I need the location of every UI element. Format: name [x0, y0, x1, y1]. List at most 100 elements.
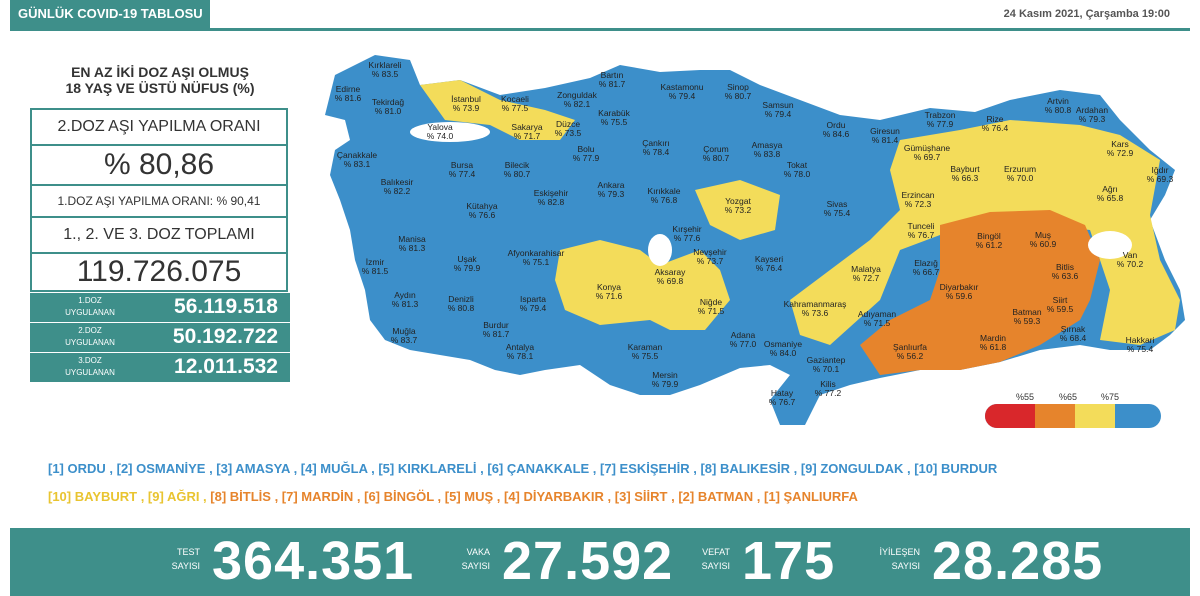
province-name: Kırklareli: [368, 60, 401, 70]
province-value: % 70.1: [813, 364, 840, 374]
province-name: Şanlıurfa: [893, 342, 927, 352]
province-name: Kırıkkale: [647, 186, 680, 196]
ranking-orange: [8] BİTLİS , [7] MARDİN , [6] BİNGÖL , […: [210, 489, 858, 504]
stat-label: TEST SAYISI: [120, 545, 200, 573]
panel-title-line: 18 YAŞ VE ÜSTÜ NÜFUS (%): [65, 80, 255, 96]
province-name: Diyarbakır: [940, 282, 979, 292]
ranking-top: [1] ORDU , [2] OSMANİYE , [3] AMASYA , […: [48, 461, 998, 476]
dose-row-label-line: 2.DOZ: [78, 326, 102, 335]
province-name: Şırnak: [1061, 324, 1086, 334]
stat-label-line: SAYISI: [891, 561, 920, 571]
province-value: % 83.5: [372, 69, 399, 79]
province-value: % 66.7: [913, 267, 940, 277]
province-name: Trabzon: [925, 110, 956, 120]
province-value: % 80.8: [1045, 105, 1072, 115]
province-name: Yozgat: [725, 196, 751, 206]
lake-van: [1088, 231, 1132, 259]
province-name: Düzce: [556, 119, 580, 129]
dose-row-label: 1.DOZ UYGULANAN: [60, 295, 120, 319]
stat-label: VAKA SAYISI: [410, 545, 490, 573]
dose-row-label-line: UYGULANAN: [65, 338, 115, 347]
province-name: Kırşehir: [672, 224, 701, 234]
province-value: % 75.1: [523, 257, 550, 267]
province-value: % 77.9: [573, 153, 600, 163]
province-value: % 77.5: [502, 103, 529, 113]
region-yellow: [555, 240, 730, 330]
stat-value: 364.351: [212, 531, 415, 591]
province-name: Kars: [1111, 139, 1128, 149]
province-name: Burdur: [483, 320, 509, 330]
province-value: % 81.7: [483, 329, 510, 339]
second-dose-label: 2.DOZ AŞI YAPILMA ORANI: [30, 108, 288, 146]
province-name: Osmaniye: [764, 339, 803, 349]
province-name: Yalova: [427, 122, 453, 132]
province-value: % 76.7: [908, 230, 935, 240]
province-name: Amasya: [752, 140, 783, 150]
province-value: % 70.0: [1007, 173, 1034, 183]
panel-title: EN AZ İKİ DOZ AŞI OLMUŞ 18 YAŞ VE ÜSTÜ N…: [30, 64, 290, 96]
province-name: Zonguldak: [557, 90, 597, 100]
stat-label-line: TEST: [176, 547, 200, 557]
province-name: Çanakkale: [337, 150, 377, 160]
province-name: Kocaeli: [501, 94, 529, 104]
province-name: Mersin: [652, 370, 678, 380]
legend-label: %55: [1016, 392, 1034, 402]
province-name: Uşak: [457, 254, 477, 264]
legend-label: %75: [1101, 392, 1119, 402]
header-title: GÜNLÜK COVID-19 TABLOSU: [18, 6, 203, 21]
province-value: % 70.2: [1117, 259, 1144, 269]
dose-row-label: 2.DOZ UYGULANAN: [60, 325, 120, 349]
province-value: % 79.4: [520, 303, 547, 313]
province-name: Bartın: [601, 70, 624, 80]
stat-label: İYİLEŞEN SAYISI: [840, 545, 920, 573]
province-value: % 56.2: [897, 351, 924, 361]
dose-row: 1.DOZ UYGULANAN 56.119.518: [30, 292, 290, 322]
province-name: Gaziantep: [807, 355, 846, 365]
province-name: Samsun: [762, 100, 793, 110]
province-name: Isparta: [520, 294, 546, 304]
province-name: Eskişehir: [534, 188, 569, 198]
province-value: % 82.8: [538, 197, 565, 207]
province-value: % 75.5: [601, 117, 628, 127]
province-value: % 79.9: [652, 379, 679, 389]
province-value: % 72.3: [905, 199, 932, 209]
province-name: İzmir: [366, 257, 385, 267]
dose-row-value: 56.119.518: [174, 295, 278, 318]
province-value: % 83.8: [754, 149, 781, 159]
stat-value: 28.285: [932, 531, 1104, 591]
province-value: % 71.5: [864, 318, 891, 328]
province-name: Aydın: [394, 290, 416, 300]
province-value: % 79.3: [1079, 114, 1106, 124]
province-value: % 69.8: [657, 276, 684, 286]
province-value: % 71.7: [514, 131, 541, 141]
province-value: % 59.5: [1047, 304, 1074, 314]
province-name: Bolu: [577, 144, 594, 154]
stat-label-line: VAKA: [466, 547, 490, 557]
stat-value: 27.592: [502, 531, 674, 591]
province-name: Edirne: [336, 84, 361, 94]
dose-row-label-line: UYGULANAN: [65, 368, 115, 377]
ranking-bottom: [10] BAYBURT , [9] AĞRI , [8] BİTLİS , […: [48, 489, 858, 504]
stats-bar: [10, 528, 1190, 596]
province-name: Bitlis: [1056, 262, 1074, 272]
stat-label-line: İYİLEŞEN: [879, 547, 920, 557]
region-yellow: [420, 80, 575, 140]
stat-label-line: SAYISI: [171, 561, 200, 571]
province-value: % 84.6: [823, 129, 850, 139]
province-name: Batman: [1012, 307, 1042, 317]
dose-row-value: 12.011.532: [174, 355, 278, 378]
dose-row-label: 3.DOZ UYGULANAN: [60, 355, 120, 379]
province-value: % 76.8: [651, 195, 678, 205]
province-value: % 79.4: [765, 109, 792, 119]
province-value: % 76.6: [469, 210, 496, 220]
province-name: İstanbul: [451, 94, 481, 104]
province-name: Iğdır: [1151, 165, 1168, 175]
province-name: Gümüşhane: [904, 143, 951, 153]
lake-tuz: [648, 234, 672, 266]
province-name: Erzurum: [1004, 164, 1036, 174]
total-label: 1., 2. VE 3. DOZ TOPLAMI: [30, 218, 288, 254]
province-value: % 73.2: [725, 205, 752, 215]
legend-labels: %55 %65 %75: [1016, 392, 1119, 402]
